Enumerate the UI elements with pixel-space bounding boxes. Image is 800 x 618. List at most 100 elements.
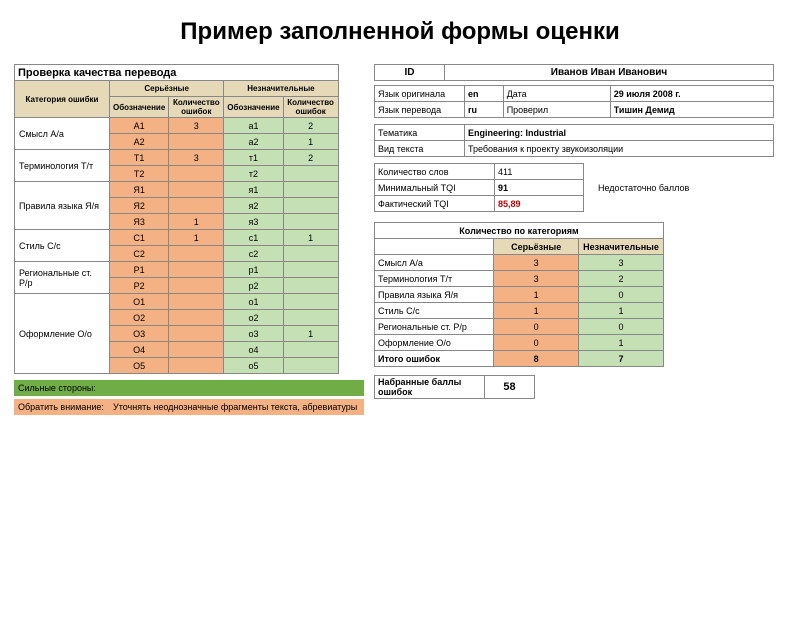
cell: a2 [224,134,283,150]
counts-minor: 2 [579,271,664,287]
cell: c2 [224,246,283,262]
counts-minor: 0 [579,287,664,303]
stat-label: Фактический TQI [375,196,495,212]
cell: C2 [110,246,169,262]
cat-name: Смысл A/a [15,118,110,150]
cell: p1 [224,262,283,278]
info-table: Язык оригиналаenДата29 июля 2008 г.Язык … [374,85,774,118]
counts-total-m: 7 [579,351,664,367]
info-cell: 29 июля 2008 г. [610,86,773,102]
id-value: Иванов Иван Иванович [445,65,774,81]
cell: 2 [283,150,338,166]
hdr-code2: Обозначение [224,97,283,118]
id-table: ID Иванов Иван Иванович [374,64,774,81]
cat-name: Терминология T/т [15,150,110,182]
cell: O1 [110,294,169,310]
cell [169,294,224,310]
insufficient-note: Недостаточно баллов [598,183,689,193]
cell: O4 [110,342,169,358]
content-wrap: Проверка качества перевода Категория оши… [0,64,800,415]
cell: Я2 [110,198,169,214]
counts-header: Количество по категориям [375,223,664,239]
left-column: Проверка качества перевода Категория оши… [14,64,364,415]
counts-serious: 0 [494,335,579,351]
cell: Я3 [110,214,169,230]
cell: 1 [169,214,224,230]
cell [283,278,338,294]
stat-value: 85,89 [495,196,584,212]
cell: 1 [283,230,338,246]
cell [169,326,224,342]
cell: 1 [169,230,224,246]
cat-name: Оформление O/o [15,294,110,374]
cell: C1 [110,230,169,246]
info-cell: Дата [503,86,610,102]
cell [169,310,224,326]
attention-label: Обратить внимание: [14,399,109,415]
counts-serious: 1 [494,287,579,303]
counts-cat: Региональные ст. P/p [375,319,494,335]
info-cell: Проверил [503,102,610,118]
id-label: ID [375,65,445,81]
cell: Я1 [110,182,169,198]
meta-label: Вид текста [375,141,465,157]
score-table: Набранные баллы ошибок 58 [374,375,535,399]
counts-serious: 3 [494,255,579,271]
stat-value: 411 [495,164,584,180]
cell: o2 [224,310,283,326]
counts-cat: Правила языка Я/я [375,287,494,303]
cell: A2 [110,134,169,150]
hdr-category: Категория ошибки [15,81,110,118]
cell: я1 [224,182,283,198]
counts-cat: Терминология T/т [375,271,494,287]
cell [283,342,338,358]
left-header: Проверка качества перевода [15,65,339,81]
counts-total-label: Итого ошибок [375,351,494,367]
counts-total-s: 8 [494,351,579,367]
hdr-serious: Серьёзные [110,81,224,97]
cell: O3 [110,326,169,342]
cell [283,262,338,278]
cell [169,182,224,198]
info-cell: en [465,86,504,102]
counts-cat: Смысл A/a [375,255,494,271]
cat-name: Стиль C/c [15,230,110,262]
cell: 1 [283,134,338,150]
hdr-count2: Количество ошибок [283,97,338,118]
cell [283,294,338,310]
meta-value: Требования к проекту звукоизоляции [465,141,774,157]
cell: o5 [224,358,283,374]
footer-table: Сильные стороны: Обратить внимание: Уточ… [14,380,364,415]
cell: o3 [224,326,283,342]
stat-label: Минимальный TQI [375,180,495,196]
info-cell: Язык перевода [375,102,465,118]
cell [283,182,338,198]
cell: O5 [110,358,169,374]
cell: 3 [169,150,224,166]
counts-minor: 0 [579,319,664,335]
cell: т1 [224,150,283,166]
errors-table: Проверка качества перевода Категория оши… [14,64,339,374]
cell: p2 [224,278,283,294]
cell: c1 [224,230,283,246]
cell: T2 [110,166,169,182]
stats-table: Количество слов411Минимальный TQI91Факти… [374,163,584,212]
strengths-label: Сильные стороны: [14,380,109,396]
cell: P2 [110,278,169,294]
attention-value: Уточнять неоднозначные фрагменты текста,… [109,399,364,415]
cell [283,310,338,326]
meta-table: ТематикаEngineering: IndustrialВид текст… [374,124,774,157]
cell [283,166,338,182]
cell [169,278,224,294]
page-title: Пример заполненной формы оценки [0,18,800,46]
counts-cat: Оформление O/o [375,335,494,351]
cell: 3 [169,118,224,134]
cell: a1 [224,118,283,134]
counts-col-minor: Незначительные [579,239,664,255]
cell [283,214,338,230]
cell [169,358,224,374]
counts-minor: 1 [579,335,664,351]
cell: o1 [224,294,283,310]
counts-cat: Стиль C/c [375,303,494,319]
cell [169,262,224,278]
